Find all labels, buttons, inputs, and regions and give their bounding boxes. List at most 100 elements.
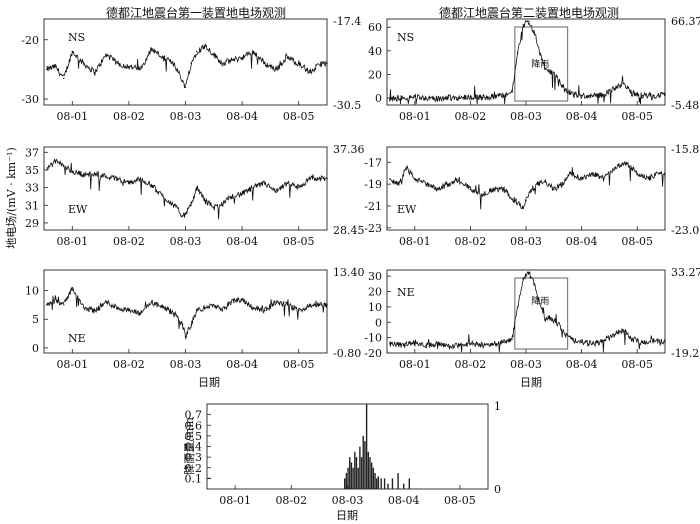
- data-point: [544, 181, 547, 183]
- data-point: [414, 341, 416, 343]
- data-point: [128, 182, 130, 184]
- rain-period-box: [514, 277, 569, 350]
- data-point: [664, 172, 666, 174]
- data-point: [447, 183, 449, 185]
- data-point: [230, 301, 232, 303]
- right-max-label: 13.40: [333, 266, 365, 279]
- rain-right-max-label: 1: [494, 400, 501, 413]
- y-tick-label: 0.4: [185, 441, 203, 454]
- data-point: [128, 309, 130, 312]
- panel-r2: 08-01 08-02 08-03 08-04 08-05 -17 -19 -21 -23 -15…: [364, 143, 699, 248]
- plot-frame: [386, 18, 666, 106]
- rain-annotation: 降雨: [531, 295, 549, 307]
- x-tick-label: 08-02: [275, 494, 307, 507]
- data-point: [389, 177, 391, 180]
- data-point: [196, 50, 198, 53]
- data-point: [614, 87, 616, 90]
- x-tick-label: 08-03: [510, 358, 542, 371]
- x-tick-label: 08-02: [455, 358, 487, 371]
- panel-rain: 08-01 08-02 08-03 08-04 08-05 0.70.60.50.40.3…: [185, 400, 502, 507]
- right-max-label: 37.36: [333, 143, 365, 156]
- data-point: [162, 56, 164, 59]
- data-point: [511, 338, 513, 340]
- y-tick-label: 35: [25, 164, 39, 177]
- x-tick-label: 08-03: [170, 110, 202, 123]
- y-tick-label: 30: [368, 270, 382, 283]
- data-point: [181, 215, 184, 217]
- data-point: [544, 67, 547, 70]
- data-point: [630, 92, 633, 94]
- data-point: [181, 80, 184, 82]
- data-point: [550, 71, 552, 73]
- x-tick-label: 08-02: [455, 235, 487, 248]
- series-trace: [389, 160, 666, 210]
- right-max-label: 33.27: [671, 266, 700, 279]
- data-point: [181, 324, 184, 326]
- y-tick-label: 60: [368, 21, 382, 34]
- y-tick-label: 0.2: [185, 462, 203, 475]
- data-point: [653, 340, 655, 342]
- y-tick-label: -10: [364, 332, 382, 345]
- data-point: [622, 83, 624, 85]
- data-point: [553, 188, 555, 191]
- x-tick-label: 08-04: [226, 358, 258, 371]
- x-tick-label: 08-02: [113, 110, 145, 123]
- data-point: [405, 167, 408, 169]
- data-point: [550, 316, 552, 319]
- series-trace: [389, 20, 666, 105]
- x-tick-label: 08-01: [399, 235, 431, 248]
- data-point: [105, 175, 107, 177]
- component-label: EW: [68, 203, 88, 216]
- y-tick-label: 0.5: [185, 430, 203, 443]
- data-point: [184, 213, 187, 215]
- right-min-label: -23.0: [671, 224, 699, 237]
- data-point: [533, 32, 536, 34]
- data-point: [491, 188, 494, 191]
- data-point: [46, 169, 48, 171]
- x-tick-label: 08-04: [226, 110, 258, 123]
- data-point: [298, 186, 300, 189]
- data-point: [190, 204, 192, 206]
- data-point: [664, 93, 666, 96]
- data-point: [196, 309, 198, 312]
- data-point: [469, 96, 472, 98]
- data-point: [128, 65, 130, 68]
- x-tick-label: 08-03: [510, 235, 542, 248]
- data-point: [173, 204, 175, 206]
- plot-frame: [386, 146, 666, 231]
- y-tick-label: 31: [25, 199, 39, 212]
- data-point: [230, 59, 232, 62]
- data-point: [116, 178, 119, 180]
- data-point: [572, 93, 574, 96]
- data-point: [116, 62, 119, 65]
- data-point: [326, 178, 328, 180]
- data-point: [539, 52, 541, 54]
- x-tick-label: 08-01: [56, 358, 88, 371]
- data-point: [525, 199, 527, 202]
- data-point: [213, 206, 215, 208]
- series-trace: [46, 287, 328, 340]
- right-min-label: -5.48: [671, 99, 699, 112]
- data-point: [286, 304, 289, 306]
- data-point: [389, 98, 391, 100]
- data-point: [221, 62, 223, 65]
- data-point: [447, 346, 449, 348]
- data-point: [82, 173, 85, 176]
- data-point: [204, 200, 207, 202]
- data-point: [162, 307, 164, 309]
- data-point: [569, 172, 572, 174]
- data-point: [150, 47, 153, 50]
- data-point: [614, 167, 616, 169]
- series-trace: [389, 271, 666, 353]
- data-point: [425, 183, 427, 185]
- y-axis-title: 地电场/(mV · km⁻¹): [4, 147, 18, 248]
- right-column-title: 德都江地震台第二装置地电场观测: [439, 5, 619, 20]
- y-tick-label: 0: [375, 92, 382, 105]
- component-label: NS: [68, 31, 85, 44]
- data-point: [580, 341, 583, 343]
- data-point: [63, 77, 65, 80]
- data-point: [514, 199, 516, 202]
- data-point: [630, 338, 633, 340]
- data-point: [425, 97, 427, 99]
